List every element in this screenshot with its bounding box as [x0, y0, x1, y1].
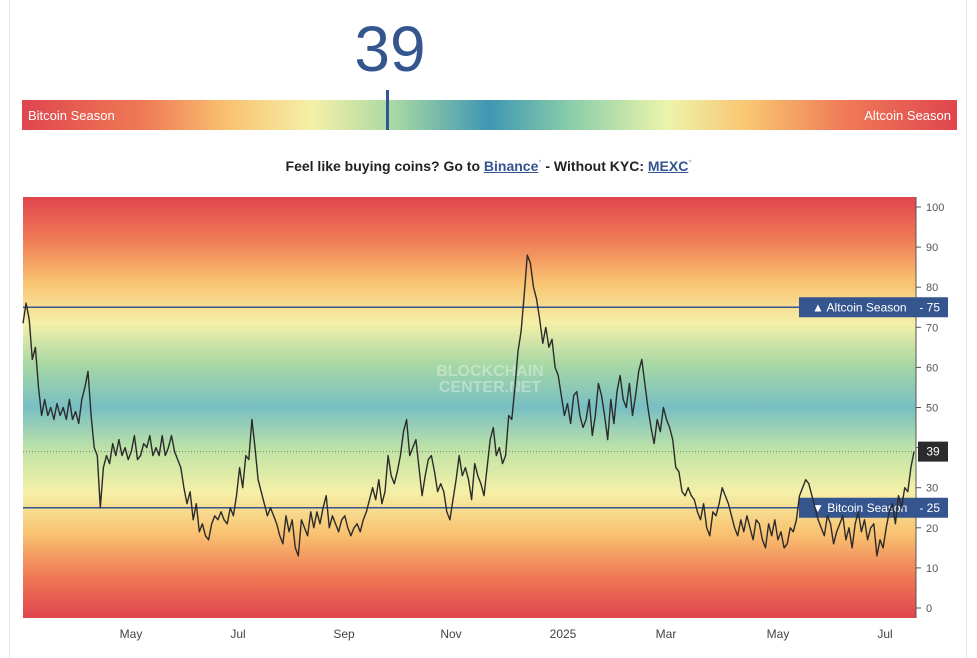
y-tick-label: 100 [926, 202, 944, 214]
y-tick-label: 10 [926, 563, 938, 575]
altcoin-season-tag-label: ▲ Altcoin Season [812, 300, 907, 314]
altcoin-season-tag [799, 297, 948, 318]
y-tick-label: 0 [926, 603, 932, 615]
binance-asterisk: * [538, 158, 542, 168]
y-tick-label: 70 [926, 322, 938, 334]
binance-link[interactable]: Binance [483, 158, 539, 174]
index-series-line [22, 254, 915, 557]
current-value-label: 39 [926, 445, 940, 459]
x-tick-label: Sep [333, 627, 355, 641]
altcoin-index-chart: 0102030405060708090100MayJulSepNov2025Ma… [22, 197, 948, 641]
index-marker [385, 90, 389, 130]
season-gradient-bar: Bitcoin Season Altcoin Season [22, 90, 957, 130]
chart-background [23, 197, 916, 618]
x-tick-label: May [767, 627, 790, 641]
x-tick-label: Nov [440, 627, 461, 641]
promo-text: Feel like buying coins? Go to Binance* -… [0, 158, 977, 174]
y-tick-label: 90 [926, 242, 938, 254]
page-frame-right [966, 0, 967, 658]
y-tick-label: 20 [926, 523, 938, 535]
x-tick-label: Mar [656, 627, 677, 641]
x-tick-label: Jul [230, 627, 245, 641]
index-value: 39 [354, 13, 426, 85]
mexc-asterisk: * [688, 158, 692, 168]
bitcoin-season-tag-label: ▼ Bitcoin Season [812, 501, 907, 515]
watermark-text: BLOCKCHAIN [436, 363, 544, 380]
y-tick-label: 50 [926, 403, 938, 415]
y-tick-label: 80 [926, 282, 938, 294]
altcoin-season-tag-value: - 75 [919, 300, 940, 314]
x-tick-label: May [120, 627, 143, 641]
promo-prefix: Feel like buying coins? Go to [285, 158, 484, 174]
bitcoin-season-label: Bitcoin Season [28, 108, 115, 123]
mexc-link[interactable]: MEXC [647, 158, 689, 174]
x-tick-label: Jul [877, 627, 892, 641]
current-value-tag [918, 441, 948, 462]
page-frame-left [9, 0, 10, 658]
bitcoin-season-tag [799, 497, 948, 518]
watermark-text: CENTER.NET [439, 379, 541, 396]
altcoin-season-label: Altcoin Season [864, 108, 951, 123]
y-tick-label: 60 [926, 362, 938, 374]
x-tick-label: 2025 [550, 627, 577, 641]
bitcoin-season-tag-value: - 25 [919, 501, 940, 515]
y-tick-label: 30 [926, 483, 938, 495]
promo-middle: - Without KYC: [541, 158, 648, 174]
